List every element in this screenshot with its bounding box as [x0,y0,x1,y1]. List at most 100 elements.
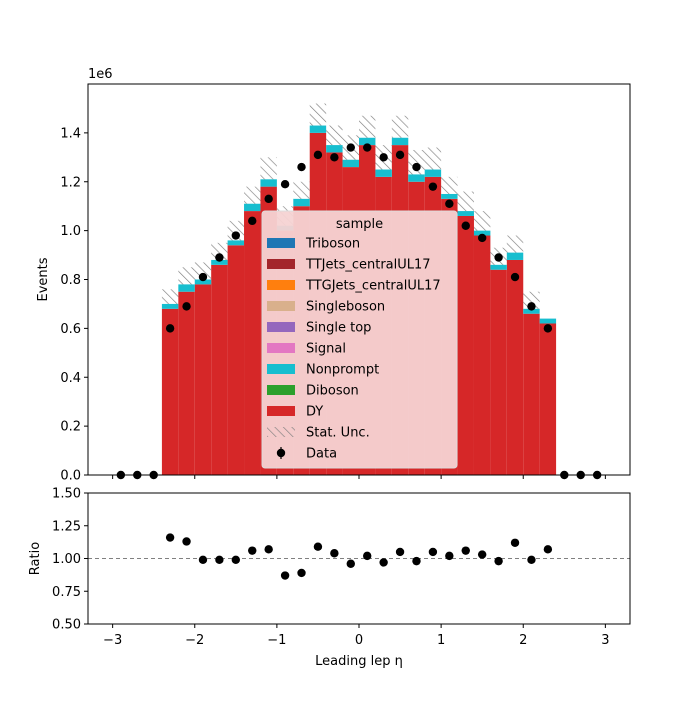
ratio-y-tick-label: 0.50 [52,618,81,633]
y-scale-label: 1e6 [88,67,113,82]
histogram-bar [490,264,507,270]
data-point [510,272,520,282]
data-point [198,272,208,282]
legend-entry-triboson: Triboson [267,237,360,252]
legend-entry-nonprompt: Nonprompt [267,363,379,378]
legend-swatch [267,385,295,395]
histogram-bar [211,259,228,265]
histogram-bar [194,279,212,285]
ratio-panel: 0.50 0.75 1.00 1.25 1.50 −3 −2 −1 0 1 2 3 Ratio Leadi… [28,487,631,669]
legend-marker [276,448,286,458]
ratio-point [428,547,438,557]
data-point [346,143,355,152]
ratio-point [330,549,339,558]
ratio-point [527,555,536,565]
histogram-bar [375,169,392,177]
histogram-bar [391,137,409,146]
y-tick-label: 1.0 [60,224,81,239]
data-point [248,216,257,226]
histogram-bar [473,235,491,475]
stat-unc-hatch [211,242,228,260]
y-tick-label: 0.8 [60,273,81,288]
ratio-point [264,545,273,554]
histogram-bar [424,169,442,177]
ratio-point [477,550,487,559]
ratio-point [280,571,290,580]
x-tick-label: 1 [437,633,445,648]
ratio-point [165,533,175,542]
ratio-y-tick-label: 1.50 [52,487,81,502]
histogram-bar [227,240,245,246]
histogram-bar [457,211,474,216]
x-tick-label: 0 [355,633,363,648]
histogram-bar [178,284,195,292]
y-tick-label: 1.4 [60,126,81,141]
x-tick-label: 3 [601,633,609,648]
data-point [313,150,323,160]
stat-unc-hatch [309,103,327,126]
histogram-bar [211,264,228,475]
ratio-y-tick-label: 0.75 [52,585,81,600]
histogram-bar [441,193,458,199]
histogram-bar [457,215,474,475]
y-tick-label: 1.2 [60,175,81,190]
stat-unc-hatch [506,235,524,253]
x-tick-label: −1 [267,633,286,648]
legend-entry-single-top: Single top [267,321,371,336]
y-tick-label: 0.2 [60,420,81,435]
legend: sample Triboson TTJets_centralUL17 TTGJets_… [261,210,458,469]
legend-label: TTGJets_centralUL17 [305,279,441,294]
stat-unc-hatch [441,176,458,194]
legend-entry-data: Data [276,447,337,462]
ratio-point [346,559,355,568]
stat-unc-hatch [161,289,179,304]
ratio-point [215,555,224,565]
data-point [494,253,503,262]
histogram-bar [161,303,179,309]
histogram-bar [161,308,179,475]
stat-unc-hatch [178,267,195,285]
data-point [231,231,241,240]
legend-label: Data [306,447,337,462]
ratio-y-axis-label: Ratio [28,542,43,575]
ratio-point [395,547,405,557]
ratio-point [363,551,372,561]
stat-unc-hatch [424,147,442,170]
data-point [461,221,470,230]
ratio-points [165,533,553,580]
data-point [264,194,273,204]
histogram-bar [194,284,212,475]
ratio-point [543,545,553,554]
legend-entry-signal: Signal [267,342,346,357]
data-point [543,324,553,333]
stat-unc-hatch [326,125,343,146]
ratio-point [494,556,503,566]
legend-swatch [267,343,295,353]
legend-entry-dy: DY [267,405,323,420]
histogram-bar [293,198,310,207]
y-tick-label: 0.0 [60,469,81,484]
legend-entry-diboson: Diboson [267,384,359,399]
ratio-point [297,568,306,578]
histogram-bar [506,259,524,475]
ratio-point [510,538,520,547]
legend-label: Signal [306,342,346,357]
histogram-bar [359,137,376,146]
ratio-point [461,546,470,555]
legend-swatch [267,238,295,248]
stat-unc-hatch [457,191,474,212]
legend-swatch [267,364,295,374]
x-axis-label: Leading lep η [315,654,403,669]
histogram-bar [473,230,491,236]
legend-swatch [267,301,295,311]
data-point [280,179,290,189]
data-point [428,182,438,191]
stat-unc-hatch [523,291,540,309]
legend-label: Single top [306,321,371,336]
legend-swatch [267,280,295,290]
histogram-bar [539,318,557,324]
stat-unc-hatch [359,115,376,138]
ratio-y-tick-label: 1.25 [52,519,81,534]
